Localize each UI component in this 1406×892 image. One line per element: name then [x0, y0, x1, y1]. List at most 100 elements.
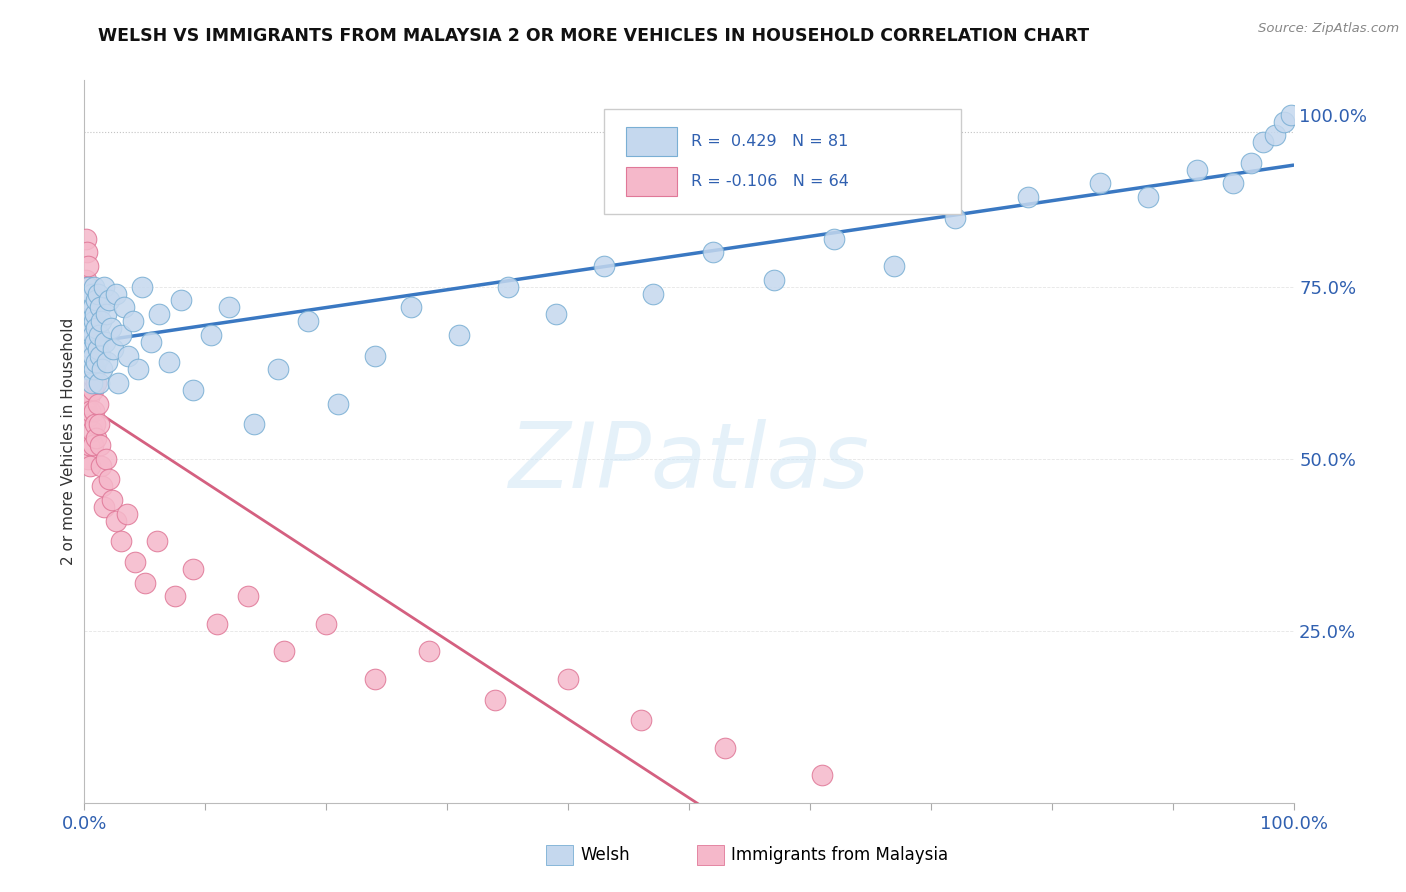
Point [77, 279, 100, 293]
Point [77, 362, 100, 376]
Point [82, 327, 104, 342]
Point [84, 362, 107, 376]
Point [77, 451, 100, 466]
Point [80, 286, 103, 301]
Text: Immigrants from Malaysia: Immigrants from Malaysia [731, 846, 949, 863]
Point [93, 279, 115, 293]
Point [86, 355, 108, 369]
Point [267, 362, 290, 376]
Point [76, 403, 98, 417]
Point [79, 321, 101, 335]
Point [97, 472, 120, 486]
Point [943, 211, 966, 225]
Point [1253, 135, 1275, 149]
Point [170, 293, 193, 308]
Point [90, 458, 112, 473]
Point [110, 534, 132, 549]
Point [89, 301, 111, 315]
Point [79, 355, 101, 369]
Point [134, 575, 156, 590]
Point [127, 362, 149, 376]
Point [104, 514, 127, 528]
Point [1279, 108, 1302, 122]
Point [80, 376, 103, 390]
Point [1222, 177, 1244, 191]
Point [77, 438, 100, 452]
Bar [547, 845, 572, 865]
Point [79, 301, 101, 315]
Point [181, 383, 204, 397]
Point [75, 397, 97, 411]
Point [82, 301, 104, 315]
Point [630, 713, 652, 727]
Point [77, 259, 100, 273]
Point [86, 293, 108, 308]
Point [89, 438, 111, 452]
Point [86, 431, 108, 445]
Point [77, 362, 100, 376]
Point [91, 479, 114, 493]
Point [75, 327, 97, 342]
Point [77, 314, 100, 328]
Point [75, 349, 97, 363]
Point [80, 424, 103, 438]
Point [75, 231, 97, 245]
Point [593, 259, 616, 273]
Point [75, 293, 97, 308]
Point [124, 555, 146, 569]
Point [77, 286, 100, 301]
Point [146, 534, 169, 549]
Point [77, 390, 100, 404]
Point [77, 410, 100, 425]
Point [328, 397, 350, 411]
Point [86, 286, 108, 301]
Point [83, 314, 105, 328]
Point [79, 458, 101, 473]
Point [87, 327, 110, 342]
Point [91, 362, 114, 376]
Point [94, 334, 117, 349]
Point [702, 245, 724, 260]
Point [181, 562, 204, 576]
Point [883, 259, 905, 273]
Point [107, 376, 129, 390]
Point [83, 362, 105, 376]
FancyBboxPatch shape [605, 109, 962, 214]
Point [82, 383, 104, 397]
Point [115, 507, 138, 521]
Point [86, 397, 108, 411]
Point [89, 349, 111, 363]
Text: Source: ZipAtlas.com: Source: ZipAtlas.com [1258, 22, 1399, 36]
Point [87, 417, 110, 432]
Point [1264, 128, 1286, 143]
Point [557, 672, 579, 686]
Point [236, 590, 259, 604]
Point [76, 245, 98, 260]
Point [200, 327, 222, 342]
Point [544, 307, 567, 321]
Point [84, 417, 107, 432]
Point [496, 279, 519, 293]
Point [93, 500, 115, 514]
Point [86, 342, 108, 356]
Text: WELSH VS IMMIGRANTS FROM MALAYSIA 2 OR MORE VEHICLES IN HOUSEHOLD CORRELATION CH: WELSH VS IMMIGRANTS FROM MALAYSIA 2 OR M… [98, 27, 1090, 45]
Point [77, 334, 100, 349]
Point [811, 768, 834, 782]
Point [131, 279, 153, 293]
Point [104, 286, 127, 301]
Point [157, 355, 180, 369]
Point [75, 273, 97, 287]
Point [76, 307, 98, 321]
Point [77, 342, 100, 356]
Point [242, 417, 264, 432]
Text: R = -0.106   N = 64: R = -0.106 N = 64 [692, 174, 849, 189]
Point [418, 644, 440, 658]
Point [101, 493, 124, 508]
Point [94, 451, 117, 466]
Point [103, 342, 125, 356]
Point [315, 616, 337, 631]
Point [714, 740, 737, 755]
Text: Welsh: Welsh [581, 846, 630, 863]
Point [484, 692, 506, 706]
Point [90, 314, 112, 328]
